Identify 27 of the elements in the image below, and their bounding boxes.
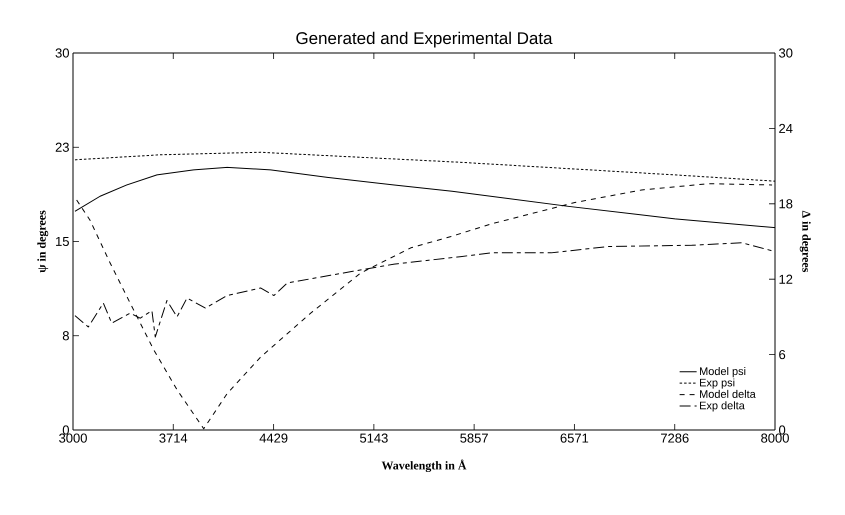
y-tick-label: 30 xyxy=(56,48,69,58)
y2-axis-title: Δ in degrees xyxy=(800,210,811,272)
x-tick-label: 8000 xyxy=(761,434,789,443)
y-tick-label: 8 xyxy=(62,331,69,340)
y-tick-label: 0 xyxy=(62,425,69,435)
y2-tick-label: 18 xyxy=(780,199,792,208)
x-tick-label: 5857 xyxy=(460,434,488,443)
chart-title: Generated and Experimental Data xyxy=(296,32,552,48)
x-tick-label: 4429 xyxy=(260,434,288,443)
y2-tick-label: 12 xyxy=(780,274,792,284)
y2-tick-label: 6 xyxy=(779,350,786,360)
x-tick-label: 3000 xyxy=(59,434,87,443)
y2-tick-label: 30 xyxy=(779,48,792,58)
y-tick-label: 23 xyxy=(56,142,69,152)
x-tick-label: 3714 xyxy=(159,434,188,443)
y-tick-label: 15 xyxy=(56,236,69,246)
legend-label: Exp psi xyxy=(700,378,734,389)
legend-label: Model delta xyxy=(700,390,756,398)
y2-tick-label: 24 xyxy=(779,124,793,133)
x-tick-label: 7286 xyxy=(661,434,689,443)
x-tick-label: 5143 xyxy=(360,434,388,443)
y-axis-title: ψ in degrees xyxy=(37,210,48,273)
legend-label: Model psi xyxy=(700,367,746,378)
y2-tick-label: 0 xyxy=(779,425,786,435)
x-axis-title: Wavelength in Å xyxy=(382,459,466,472)
legend-label: Exp delta xyxy=(700,401,745,412)
x-tick-label: 6571 xyxy=(560,434,588,443)
